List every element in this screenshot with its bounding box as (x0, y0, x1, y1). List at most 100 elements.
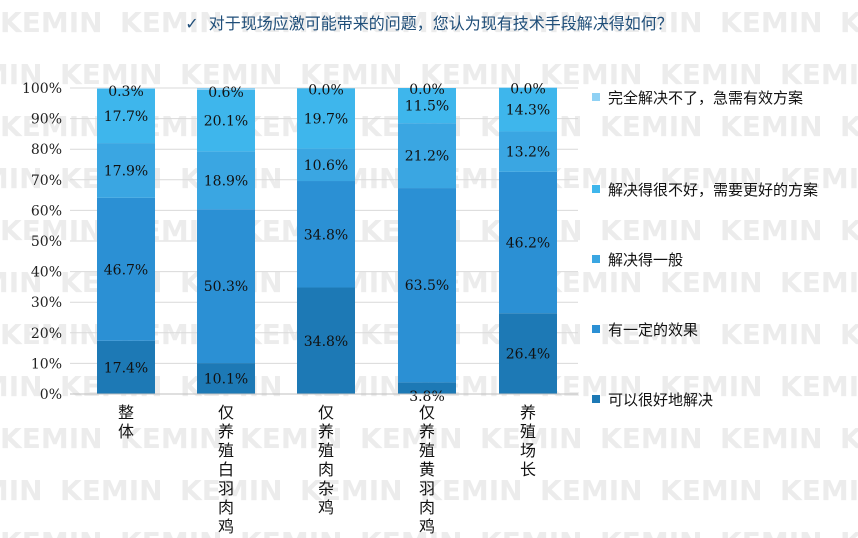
data-label: 63.5% (405, 278, 449, 294)
data-label: 46.7% (104, 262, 148, 278)
watermark-text: KEMIN (300, 58, 403, 91)
watermark-text: KEMIN (0, 474, 43, 507)
watermark-text: KEMIN (0, 422, 103, 455)
watermark-text: KEMIN (600, 214, 703, 247)
y-tick-label: 20% (31, 326, 62, 342)
watermark-text: KEMIN (480, 526, 583, 538)
data-label: 13.2% (506, 145, 550, 161)
bar-segment (97, 340, 155, 394)
bar-segment (297, 88, 355, 149)
data-label: 18.9% (204, 173, 248, 189)
category-label: 仅养殖肉杂鸡 (318, 403, 334, 517)
watermark-text: KEMIN (840, 526, 858, 538)
watermark-text: KEMIN (600, 318, 703, 351)
watermark-text: KEMIN (0, 318, 103, 351)
bar-segment (197, 88, 255, 90)
category-label: 仅养殖白羽肉鸡 (218, 403, 234, 536)
category-label: 整体 (118, 403, 134, 441)
legend-swatch (592, 395, 600, 403)
legend-item: 解决得很不好，需要更好的方案 (592, 154, 854, 224)
watermark-text: KEMIN (480, 422, 583, 455)
watermark-text: KEMIN (120, 422, 223, 455)
watermark-text: KEMIN (720, 214, 823, 247)
y-axis: 0% 10% 20% 30% 40% 50% 60% 70% 80% 90% 100% (22, 81, 62, 403)
watermark-text: KEMIN (780, 474, 858, 507)
y-tick-label: 90% (31, 112, 62, 128)
watermark-text: KEMIN (840, 318, 858, 351)
watermark-text: KEMIN (780, 266, 858, 299)
watermark-text: KEMIN (780, 58, 858, 91)
check-icon: ✓ (185, 14, 199, 33)
data-label: 11.5% (405, 99, 449, 115)
bar-segment (499, 131, 557, 172)
watermark-text: KEMIN (720, 318, 823, 351)
legend-item: 有一定的效果 (592, 294, 854, 364)
data-label: 10.6% (304, 158, 348, 174)
legend: 完全解决不了，急需有效方案 解决得很不好，需要更好的方案 解决得一般 有一定的效… (592, 84, 854, 434)
watermark-text: KEMIN (660, 266, 763, 299)
watermark-text: KEMIN (360, 526, 463, 538)
watermark-text: KEMIN (540, 162, 643, 195)
watermark-text: KEMIN (480, 6, 583, 39)
data-label: 0.0% (409, 82, 445, 98)
watermark-text: KEMIN (0, 370, 43, 403)
watermark-text: KEMIN (120, 6, 223, 39)
watermark-text: KEMIN (780, 370, 858, 403)
bar-segment (398, 88, 456, 124)
bar-segment (297, 148, 355, 182)
data-label: 0.6% (208, 85, 244, 101)
bar-segment (499, 171, 557, 314)
watermark-text: KEMIN (720, 422, 823, 455)
watermark-text: KEMIN (720, 6, 823, 39)
bar-segment (499, 313, 557, 394)
category-label: 仅养殖黄羽肉鸡 (419, 403, 435, 536)
legend-swatch (592, 255, 600, 263)
watermark-text: KEMIN (0, 58, 43, 91)
y-tick-label: 10% (31, 356, 62, 372)
data-label: 14.3% (506, 103, 550, 119)
data-label: 21.2% (405, 149, 449, 165)
legend-item: 可以很好地解决 (592, 364, 854, 434)
y-tick-label: 40% (31, 265, 62, 281)
legend-label: 解决得一般 (608, 250, 684, 269)
data-label: 19.7% (304, 111, 348, 127)
watermark-text: KEMIN (720, 526, 823, 538)
watermark-text: KEMIN (600, 526, 703, 538)
bar-segment (398, 382, 456, 394)
bar-segment (297, 287, 355, 394)
watermark-text: KEMIN (360, 6, 463, 39)
watermark-text: KEMIN (840, 6, 858, 39)
watermark-text: KEMIN (0, 162, 43, 195)
x-axis: 整体 仅养殖白羽肉鸡 仅养殖肉杂鸡 仅养殖黄羽肉鸡 养殖场长 (70, 393, 578, 536)
watermark-text: KEMIN (0, 6, 103, 39)
data-label: 34.8% (304, 334, 348, 350)
data-label: 17.7% (104, 109, 148, 125)
y-tick-label: 70% (31, 173, 62, 189)
legend-swatch (592, 325, 600, 333)
watermark-text: KEMIN (600, 6, 703, 39)
y-tick-label: 30% (31, 295, 62, 311)
bar-segment (97, 88, 155, 144)
bar-segment (97, 197, 155, 341)
y-tick-label: 80% (31, 142, 62, 158)
data-label: 26.4% (506, 347, 550, 363)
category-label: 养殖场长 (520, 403, 536, 479)
watermark-text: KEMIN (660, 58, 763, 91)
legend-item: 完全解决不了，急需有效方案 (592, 84, 854, 110)
bar-segment (197, 89, 255, 152)
data-label: 0.0% (308, 82, 344, 98)
watermark-text: KEMIN (660, 474, 763, 507)
legend-swatch (592, 185, 600, 193)
bars (97, 87, 557, 394)
data-label: 17.9% (104, 163, 148, 179)
watermark-text: KEMIN (240, 6, 343, 39)
watermark-text: KEMIN (360, 422, 463, 455)
data-label: 17.4% (104, 360, 148, 376)
data-label: 10.1% (204, 372, 248, 388)
watermark-text: KEMIN (420, 58, 523, 91)
y-tick-label: 60% (31, 203, 62, 219)
watermark-text: KEMIN (300, 474, 403, 507)
y-tick-label: 0% (40, 387, 62, 403)
watermark-text: KEMIN (240, 526, 343, 538)
